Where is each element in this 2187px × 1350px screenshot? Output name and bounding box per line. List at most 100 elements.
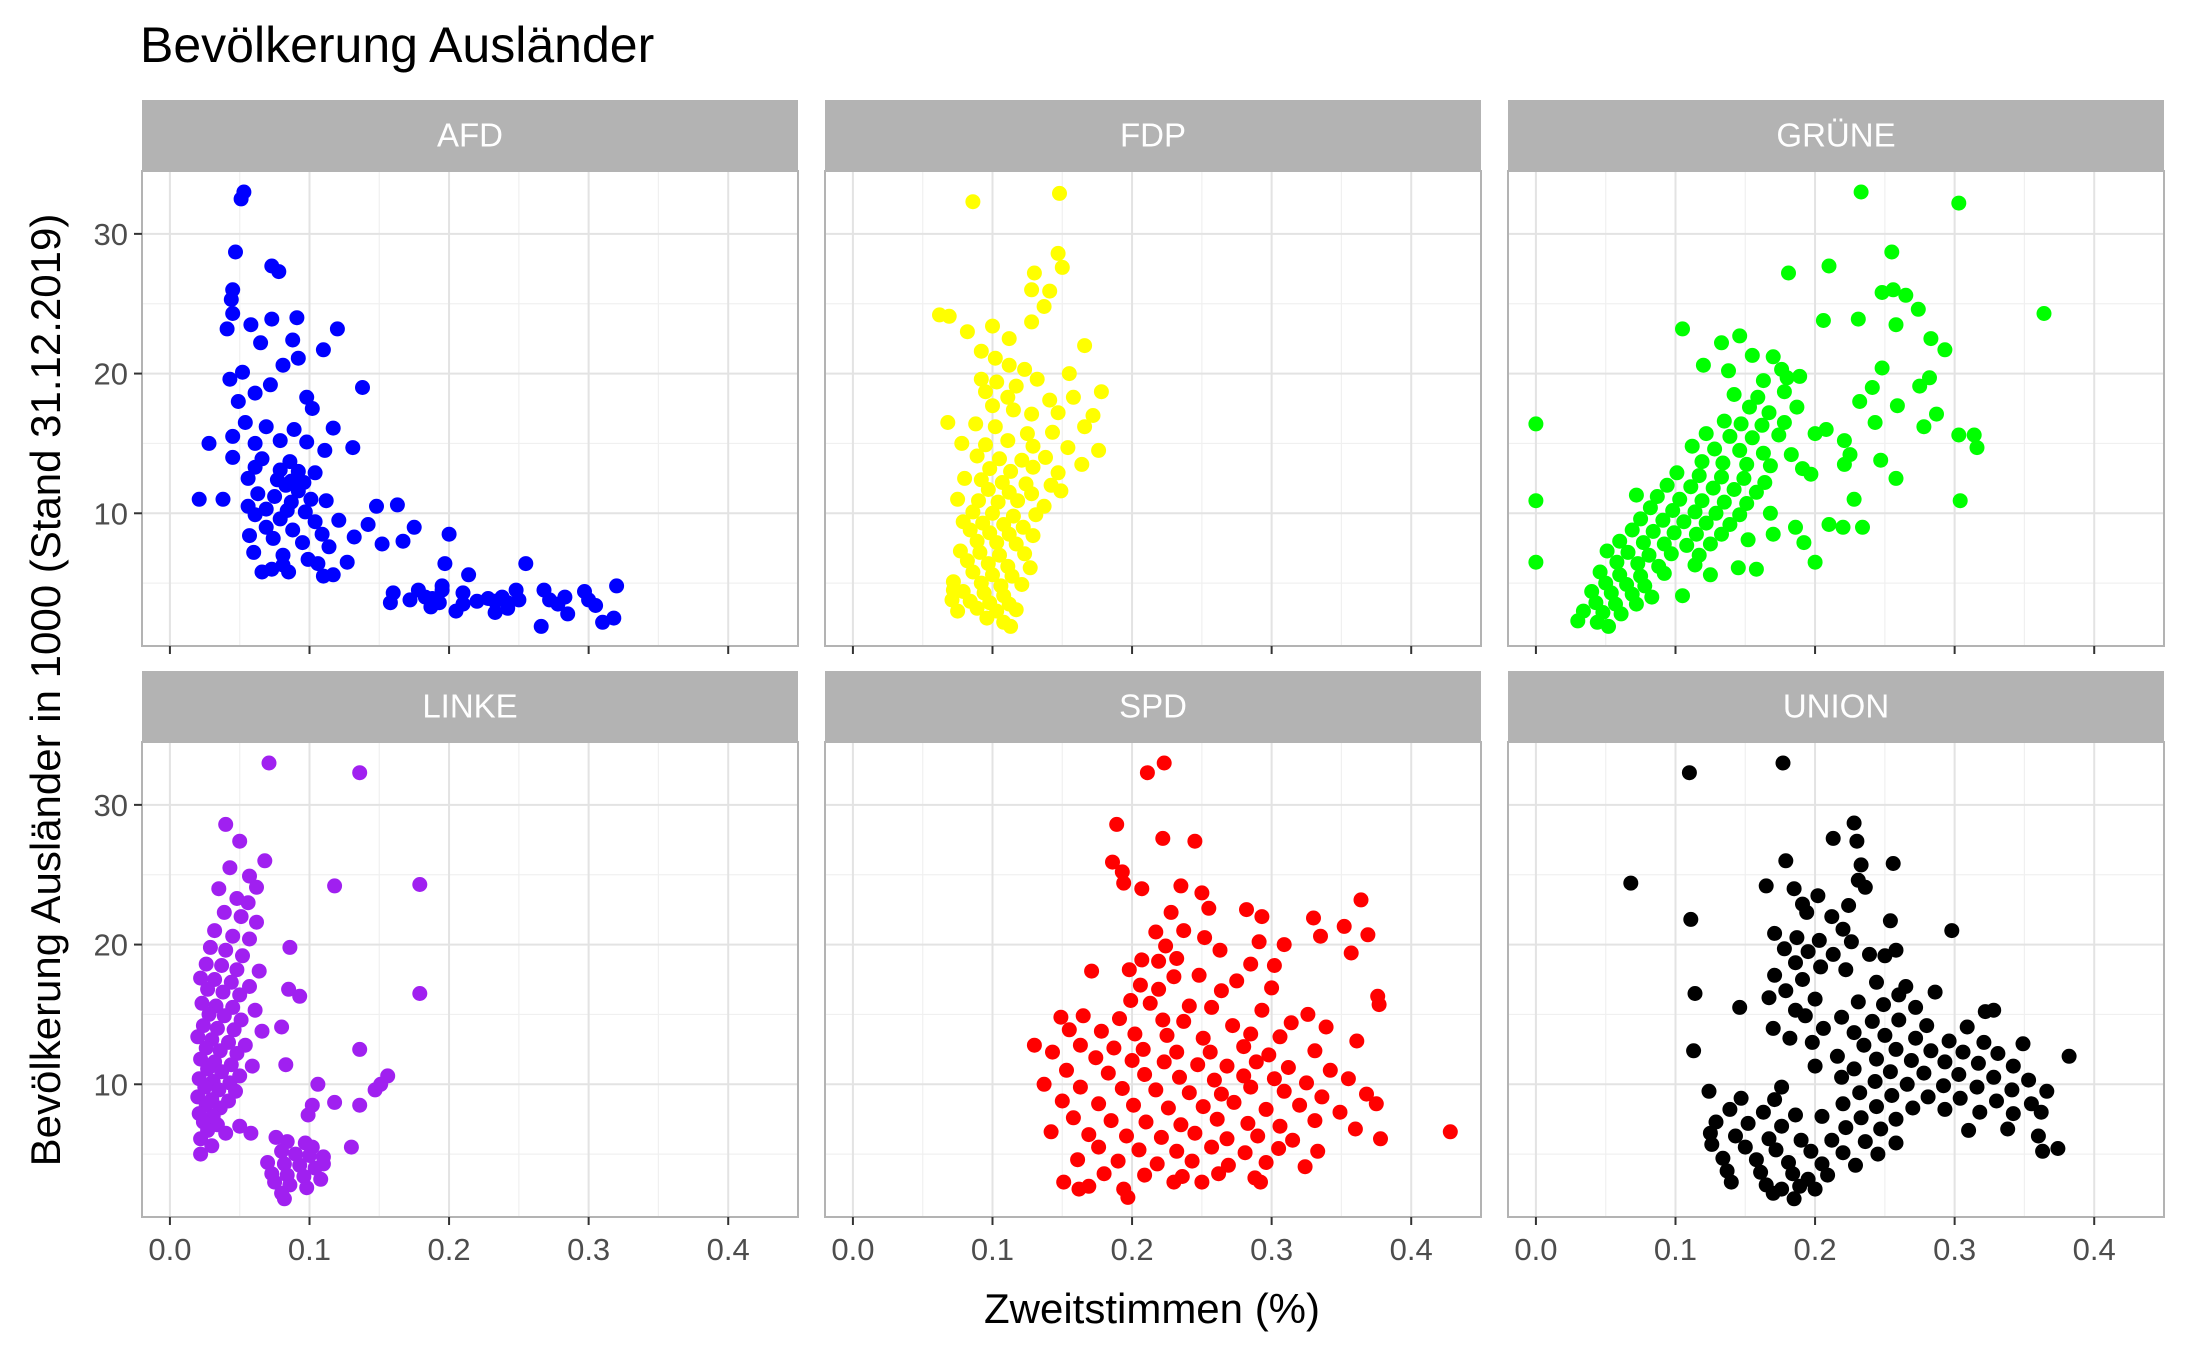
data-point bbox=[1708, 505, 1724, 521]
y-tick-label: 30 bbox=[94, 217, 128, 252]
data-point bbox=[1814, 1156, 1830, 1172]
data-point bbox=[1151, 981, 1167, 997]
data-point bbox=[374, 536, 390, 552]
data-point bbox=[1158, 938, 1174, 954]
data-point bbox=[1155, 1012, 1171, 1028]
data-point bbox=[232, 987, 248, 1003]
data-point bbox=[1156, 1054, 1172, 1070]
data-point bbox=[1919, 1018, 1935, 1034]
x-tick-label: 0.2 bbox=[1794, 1232, 1837, 1267]
data-point bbox=[1807, 991, 1823, 1007]
data-point bbox=[1181, 998, 1197, 1014]
data-point bbox=[313, 1171, 329, 1187]
data-point bbox=[1765, 526, 1781, 542]
data-point bbox=[225, 928, 241, 944]
data-point bbox=[258, 419, 274, 435]
data-point bbox=[500, 600, 516, 616]
data-point bbox=[1045, 424, 1060, 440]
data-point bbox=[1778, 983, 1794, 999]
data-point bbox=[243, 1125, 259, 1141]
data-point bbox=[1336, 918, 1352, 934]
data-point bbox=[1347, 1121, 1363, 1137]
data-point bbox=[1815, 1020, 1831, 1036]
data-point bbox=[315, 342, 331, 358]
data-point bbox=[278, 1057, 294, 1073]
data-point bbox=[299, 389, 315, 405]
data-point bbox=[1000, 389, 1016, 405]
data-point bbox=[1888, 942, 1904, 958]
data-point bbox=[1852, 394, 1868, 409]
data-point bbox=[1803, 466, 1819, 482]
data-point bbox=[193, 1131, 209, 1147]
data-point bbox=[1951, 427, 1967, 443]
data-point bbox=[1656, 565, 1672, 581]
data-point bbox=[1804, 1034, 1820, 1050]
data-point bbox=[254, 564, 270, 580]
data-point bbox=[1676, 514, 1692, 530]
data-point bbox=[1201, 900, 1217, 916]
data-point bbox=[1873, 452, 1889, 468]
data-point bbox=[1825, 830, 1841, 846]
data-point bbox=[1194, 1174, 1210, 1190]
data-point bbox=[989, 535, 1005, 551]
data-point bbox=[1307, 1043, 1323, 1059]
data-point bbox=[1675, 321, 1690, 337]
data-point bbox=[321, 539, 337, 555]
data-point bbox=[264, 311, 280, 327]
panel-background bbox=[825, 171, 1481, 646]
data-point bbox=[1633, 511, 1649, 527]
data-point bbox=[437, 556, 453, 572]
data-point bbox=[1944, 923, 1960, 939]
data-point bbox=[1855, 519, 1870, 535]
data-point bbox=[1739, 496, 1755, 511]
data-point bbox=[343, 1139, 359, 1155]
data-point bbox=[1054, 259, 1070, 275]
data-point bbox=[1841, 898, 1857, 913]
data-point bbox=[1885, 282, 1901, 298]
data-point bbox=[317, 442, 333, 458]
data-point bbox=[1799, 904, 1815, 920]
data-point bbox=[382, 595, 398, 611]
data-point bbox=[1885, 856, 1901, 871]
data-point bbox=[1024, 486, 1040, 502]
data-point bbox=[1733, 416, 1749, 432]
data-point bbox=[1876, 997, 1891, 1013]
data-point bbox=[1609, 554, 1625, 570]
data-point bbox=[193, 1146, 209, 1162]
data-point bbox=[1135, 1041, 1151, 1057]
data-point bbox=[1889, 398, 1905, 414]
data-point bbox=[1134, 881, 1150, 897]
data-point bbox=[1779, 370, 1795, 386]
facet-strip-label: LINKE bbox=[422, 688, 517, 725]
data-point bbox=[1053, 483, 1069, 499]
data-point bbox=[1726, 387, 1742, 402]
data-point bbox=[1888, 470, 1904, 486]
data-point bbox=[965, 194, 981, 210]
x-tick-label: 0.1 bbox=[288, 1232, 331, 1267]
data-point bbox=[258, 501, 274, 517]
data-point bbox=[1160, 1100, 1176, 1116]
data-point bbox=[487, 605, 503, 620]
facet-panels: AFD 10 20 30 FDP GRÜNE LINKE 10 20 30 0.0 0.1 0.2 0.3… bbox=[94, 100, 2165, 1267]
data-point bbox=[2015, 1036, 2031, 1052]
data-point bbox=[1788, 955, 1803, 971]
data-point bbox=[278, 477, 294, 493]
data-point bbox=[595, 614, 611, 630]
data-point bbox=[325, 567, 341, 583]
data-point bbox=[1642, 500, 1658, 516]
facet-strip bbox=[142, 100, 798, 171]
data-point bbox=[1969, 1079, 1985, 1095]
facet-union: UNION 0.0 0.1 0.2 0.3 0.4 bbox=[1507, 671, 2165, 1267]
x-tick-label: 0.3 bbox=[567, 1232, 610, 1267]
data-point bbox=[202, 939, 218, 955]
data-point bbox=[1959, 1019, 1975, 1035]
data-point bbox=[1762, 505, 1778, 521]
data-point bbox=[1836, 433, 1852, 449]
data-point bbox=[1074, 456, 1090, 472]
data-point bbox=[1966, 427, 1982, 443]
data-point bbox=[1891, 1012, 1907, 1028]
data-point bbox=[233, 191, 249, 207]
data-point bbox=[1813, 959, 1829, 975]
data-point bbox=[1908, 999, 1924, 1015]
facet-strip bbox=[1508, 671, 2164, 742]
